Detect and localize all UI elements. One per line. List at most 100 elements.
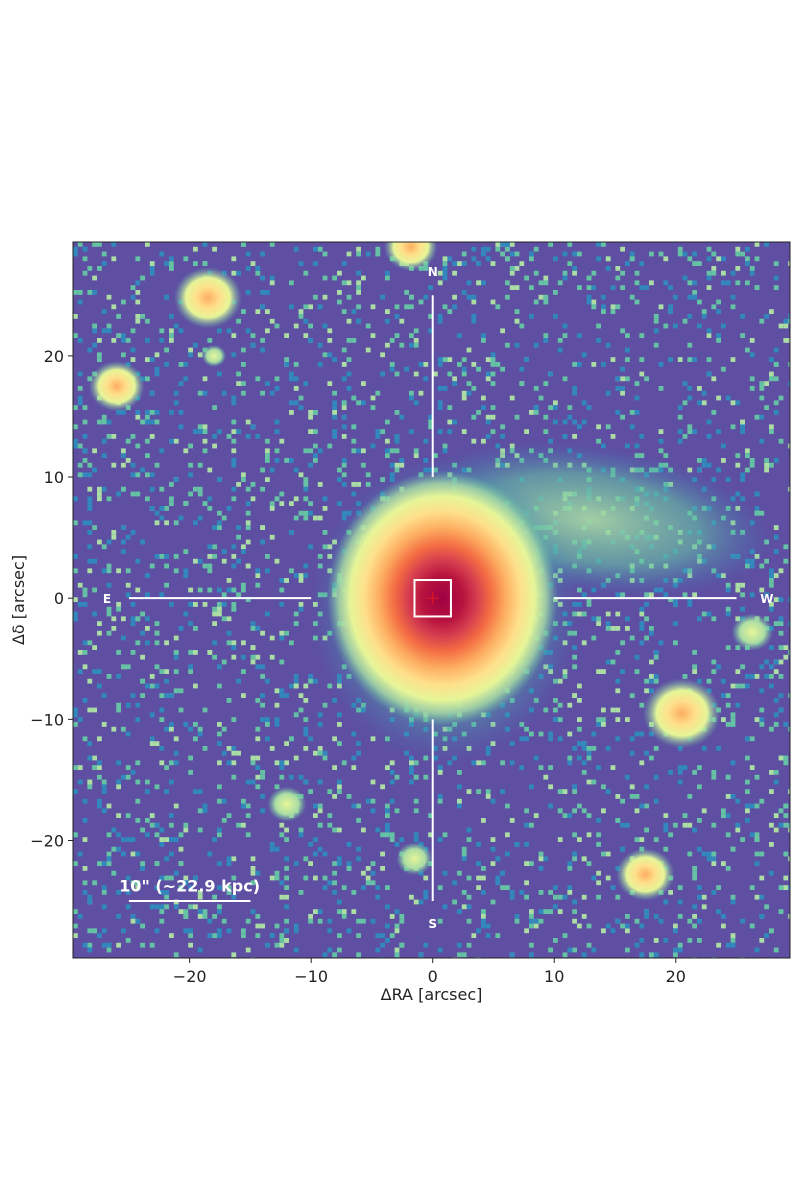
noise-pixel [279,942,285,948]
noise-pixel [481,890,486,895]
noise-pixel [159,746,165,751]
noise-pixel [183,568,189,574]
noise-pixel [92,707,97,713]
noise-pixel [581,741,587,746]
noise-pixel [553,290,558,295]
noise-pixel [519,366,525,372]
noise-pixel [73,909,78,914]
noise-pixel [644,635,649,641]
noise-pixel [692,357,697,362]
noise-pixel [255,698,261,703]
noise-pixel [437,314,443,319]
noise-pixel [77,669,83,674]
noise-pixel [332,357,337,362]
noise-pixel [687,602,693,607]
noise-pixel [481,405,486,410]
noise-pixel [135,880,141,886]
noise-pixel [202,914,208,919]
noise-pixel [375,933,381,938]
noise-pixel [178,626,184,631]
noise-pixel [572,654,577,660]
noise-pixel [279,578,285,583]
noise-pixel [740,314,745,319]
noise-pixel [543,429,549,434]
noise-pixel [231,333,237,338]
noise-pixel [260,923,265,929]
noise-pixel [754,894,760,900]
noise-pixel [164,765,169,770]
noise-pixel [106,606,112,612]
noise-pixel [303,381,309,386]
noise-pixel [591,362,597,367]
noise-pixel [356,246,361,252]
noise-pixel [500,789,505,794]
noise-pixel [332,861,337,866]
noise-pixel [682,813,688,818]
noise-pixel [409,342,414,348]
noise-pixel [202,242,208,247]
noise-pixel [591,616,597,622]
noise-pixel [77,242,83,247]
noise-pixel [121,352,126,358]
noise-pixel [409,333,414,338]
noise-pixel [557,909,563,914]
noise-pixel [524,880,529,886]
noise-pixel [332,765,337,770]
noise-pixel [97,861,102,866]
noise-pixel [164,693,169,698]
noise-pixel [207,506,213,511]
noise-pixel [399,318,405,324]
noise-pixel [303,270,309,276]
noise-pixel [289,683,294,689]
noise-pixel [245,525,251,530]
noise-pixel [121,837,126,842]
noise-pixel [236,822,241,828]
noise-pixel [97,803,102,809]
noise-pixel [653,774,659,780]
noise-pixel [298,261,304,266]
noise-pixel [701,390,707,396]
noise-pixel [471,933,477,938]
noise-pixel [639,938,645,943]
noise-pixel [788,362,790,367]
noise-pixel [481,760,486,766]
noise-pixel [658,438,664,444]
noise-pixel [783,558,789,564]
noise-pixel [481,251,486,257]
noise-pixel [749,266,755,271]
noise-pixel [226,578,232,583]
noise-pixel [173,736,179,742]
image [73,242,790,958]
noise-pixel [269,746,275,751]
noise-pixel [730,846,736,852]
noise-pixel [87,784,93,790]
noise-pixel [365,323,371,329]
noise-pixel [337,712,342,718]
noise-pixel [279,880,285,886]
noise-pixel [567,261,573,266]
noise-pixel [485,923,491,929]
noise-pixel [130,462,136,468]
noise-pixel [197,486,203,492]
noise-pixel [365,875,371,881]
noise-pixel [183,573,189,578]
noise-pixel [231,952,237,958]
noise-pixel [217,933,222,938]
noise-pixel [625,928,630,934]
noise-pixel [183,722,189,727]
noise-pixel [313,294,318,300]
noise-pixel [106,563,112,569]
noise-pixel [159,760,165,766]
noise-pixel [577,602,582,607]
noise-pixel [116,832,121,838]
noise-pixel [687,256,693,262]
noise-pixel [97,357,102,362]
noise-pixel [212,914,217,919]
noise-pixel [173,650,179,655]
noise-pixel [370,918,376,924]
noise-pixel [677,414,683,420]
noise-pixel [740,683,745,689]
noise-pixel [692,251,697,257]
noise-pixel [154,741,160,746]
noise-pixel [653,914,659,919]
